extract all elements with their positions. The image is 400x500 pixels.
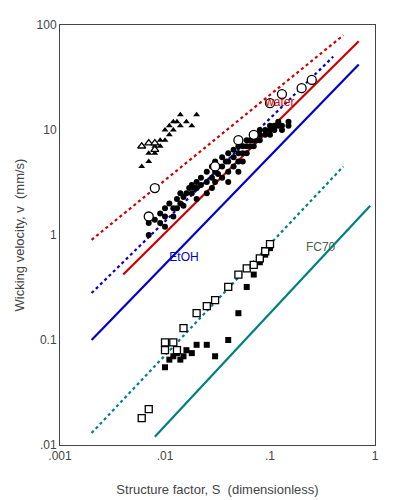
- svg-text:EtOH: EtOH: [169, 250, 198, 264]
- svg-text:water: water: [264, 95, 294, 109]
- svg-text:.001: .001: [48, 449, 72, 463]
- svg-text:1: 1: [50, 228, 57, 242]
- svg-text:1: 1: [372, 449, 379, 463]
- svg-text:.01: .01: [40, 438, 57, 452]
- svg-text:.1: .1: [265, 449, 275, 463]
- svg-text:100: 100: [37, 18, 57, 32]
- svg-text:0.1: 0.1: [40, 333, 57, 347]
- svg-text:.01: .01: [157, 449, 174, 463]
- svg-text:Wicking velocity, v (mm/s): Wicking velocity, v (mm/s): [12, 159, 27, 312]
- svg-text:Structure factor, S (dimensio: Structure factor, S (dimensionless): [116, 482, 318, 497]
- svg-text:10: 10: [43, 123, 57, 137]
- svg-text:FC70: FC70: [306, 240, 336, 254]
